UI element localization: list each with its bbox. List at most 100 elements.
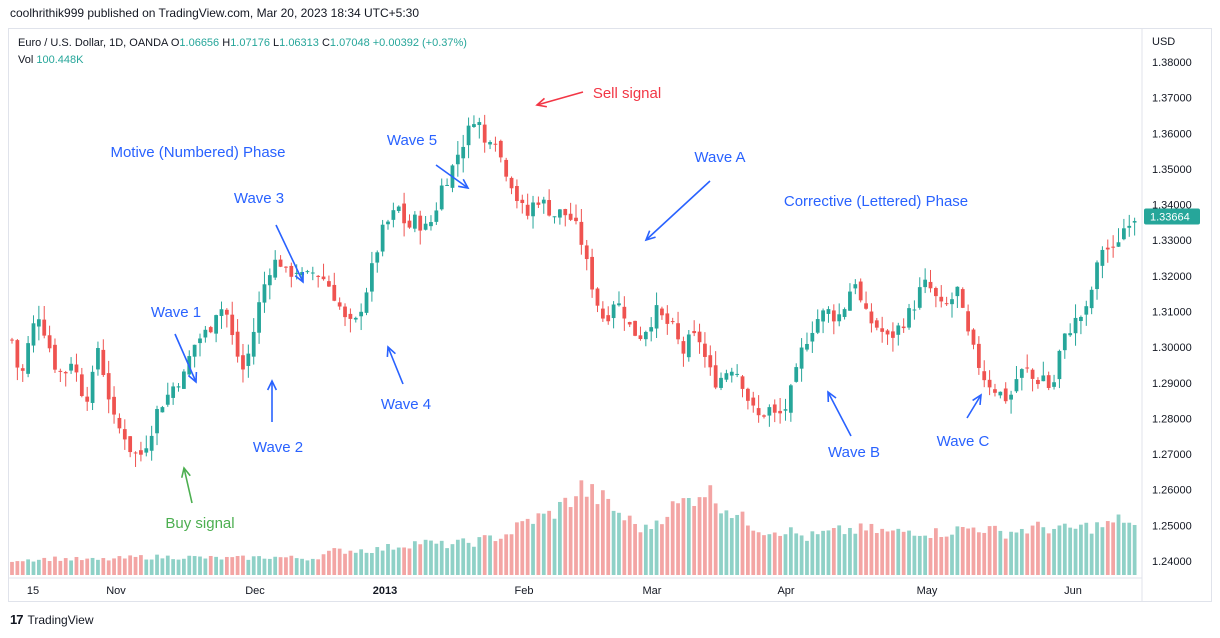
candle [606,306,611,325]
volume-bar [1046,533,1051,575]
footer-brand[interactable]: 17 TradingView [10,612,94,627]
candle-body [853,284,858,289]
candle-body [149,435,154,451]
candle-body [515,186,519,202]
time-tick-label: Feb [515,585,534,597]
time-tick-label: May [917,585,938,597]
volume-bar [880,528,885,575]
candle [1079,315,1083,335]
volume-bar [332,548,337,575]
candle-body [466,125,471,146]
candle-body [880,328,885,332]
candle [692,320,697,337]
candle-body [262,284,267,303]
volume-bar [810,531,815,575]
candle [772,399,777,423]
candle-body [364,292,369,313]
volume-bar [901,531,906,575]
candle-body [665,313,670,324]
candle [466,117,471,159]
candle-body [133,452,138,454]
candle-body [788,385,793,413]
candle-body [498,140,503,158]
candle [703,332,707,368]
candle [15,338,20,381]
arrow-head [266,379,278,391]
candle-body [756,408,761,416]
volume-bar [681,498,686,575]
candle [47,325,52,353]
candle [1084,300,1089,326]
candle [901,318,906,333]
time-axis: 15 Nov Dec 2013 Feb Mar Apr May Jun [27,585,1082,597]
candle [1046,371,1051,391]
candle [686,329,691,362]
volume-bar [670,501,675,575]
candle [407,214,412,229]
candle-body [1003,388,1008,402]
volume-bar [960,527,965,575]
volume-bar [574,496,578,575]
candle-body [332,284,337,301]
publisher-info: coolhrithik999 published on TradingView.… [10,6,420,20]
candle-body [815,319,820,333]
candle [1122,218,1126,241]
volume-bar [112,558,116,575]
volume-bar [622,520,627,575]
volume-bar [1003,538,1008,575]
volume-bar [149,559,154,575]
candle-body [622,306,627,319]
candle [928,269,933,293]
arrow-head [180,466,191,478]
candle [128,436,133,458]
annotation-label: Wave B [828,444,880,461]
volume-bar [772,532,777,575]
candle [622,296,627,331]
annotation-arrow [966,393,982,419]
candle-body [982,371,987,381]
candle-body [536,202,541,205]
candle-body [160,407,165,413]
candle-body [1025,367,1030,369]
volume-bar [230,557,235,575]
volume-bar [380,550,385,575]
candle [821,308,825,334]
candle [885,329,890,345]
candle [525,193,530,220]
candle-body [257,302,261,333]
candle-body [289,265,294,277]
candle [171,382,176,405]
candle [1095,260,1099,300]
annotation-arrow [435,164,470,190]
candle-body [182,371,186,389]
volume-bar [638,532,643,575]
candle [257,291,261,344]
candle-body [434,210,439,222]
candle [719,372,723,391]
volume-bar [241,555,245,575]
volume-bar [762,535,766,575]
candle [192,344,197,368]
volume-bar [703,497,707,575]
price-tick-label: 1.32000 [1152,271,1192,283]
candle-body [525,204,530,216]
candle [176,383,181,392]
volume-bar [155,554,159,575]
volume-bar [171,559,176,575]
candle-body [681,341,686,354]
volume-bar [1089,533,1094,575]
candle [643,330,648,347]
time-tick-label: Apr [777,585,794,597]
candle-body [928,281,933,289]
candle [122,419,127,450]
volume-bar [412,541,417,575]
candle [429,215,433,231]
volume-bar [257,556,261,575]
annotation-label: Motive (Numbered) Phase [110,144,285,161]
candle-body [402,203,406,224]
arrow-shaft [387,346,404,385]
candle-body [1116,242,1121,247]
candle-body [429,222,433,227]
candle [917,277,922,310]
